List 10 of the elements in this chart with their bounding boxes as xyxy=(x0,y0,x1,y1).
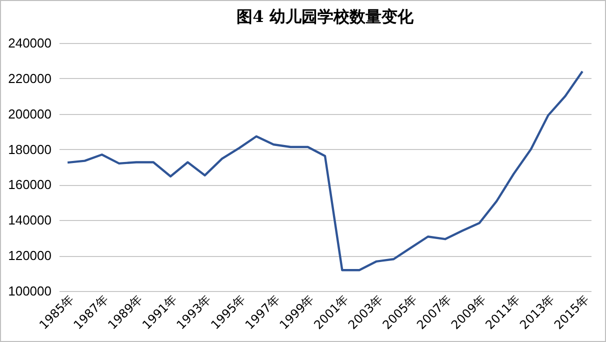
y-tick-label: 100000 xyxy=(8,284,52,298)
chart-title: 图4 幼儿园学校数量变化 xyxy=(236,7,414,26)
y-tick-label: 200000 xyxy=(8,106,52,122)
y-tick-label: 160000 xyxy=(8,177,52,192)
y-tick-label: 120000 xyxy=(8,248,52,264)
line-series xyxy=(66,70,584,272)
y-tick-label: 240000 xyxy=(8,36,52,50)
y-tick-label: 220000 xyxy=(8,70,52,86)
y-tick-label: 140000 xyxy=(8,212,52,228)
y-tick-label: 180000 xyxy=(8,142,52,157)
